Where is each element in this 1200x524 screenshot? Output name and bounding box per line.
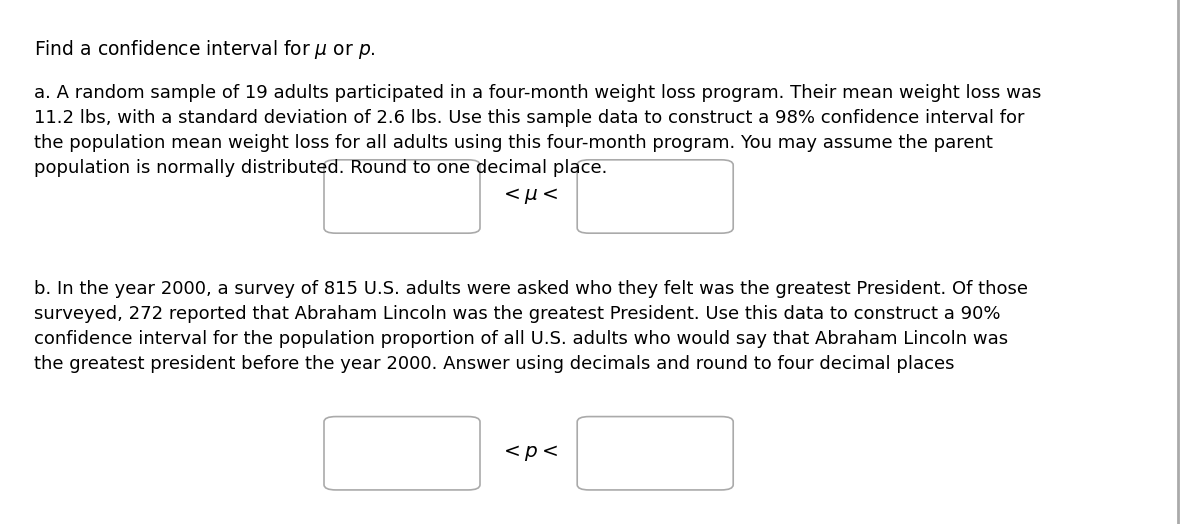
FancyBboxPatch shape xyxy=(324,160,480,233)
FancyBboxPatch shape xyxy=(324,417,480,490)
FancyBboxPatch shape xyxy=(577,160,733,233)
Text: a. A random sample of 19 adults participated in a four-month weight loss program: a. A random sample of 19 adults particip… xyxy=(34,84,1040,177)
Text: Find a confidence interval for $\mu$ or $p$.: Find a confidence interval for $\mu$ or … xyxy=(34,38,376,61)
Text: $< \mu <$: $< \mu <$ xyxy=(499,187,558,206)
FancyBboxPatch shape xyxy=(577,417,733,490)
Text: b. In the year 2000, a survey of 815 U.S. adults were asked who they felt was th: b. In the year 2000, a survey of 815 U.S… xyxy=(34,280,1027,373)
Text: $< p <$: $< p <$ xyxy=(499,443,558,463)
